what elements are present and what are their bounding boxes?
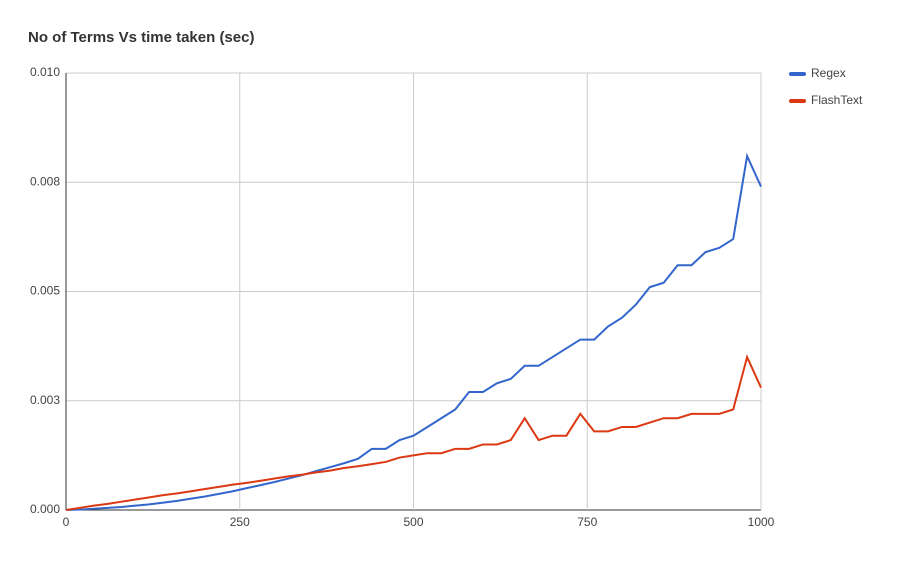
line-series <box>65 152 762 511</box>
x-tick-label: 750 <box>577 515 597 529</box>
y-tick-label: 0.008 <box>30 174 60 188</box>
line-series <box>65 354 762 511</box>
chart-title: No of Terms Vs time taken (sec) <box>28 29 254 46</box>
x-tick-label: 0 <box>63 515 70 529</box>
legend-label: Regex <box>811 66 846 80</box>
legend-label: FlashText <box>811 93 863 107</box>
y-tick-label: 0.010 <box>30 65 60 79</box>
y-tick-label: 0.005 <box>30 284 60 298</box>
y-tick-label: 0.000 <box>30 502 60 516</box>
y-tick-label: 0.003 <box>30 393 60 407</box>
x-tick-label: 500 <box>403 515 423 529</box>
x-tick-label: 1000 <box>748 515 775 529</box>
x-tick-label: 250 <box>230 515 250 529</box>
